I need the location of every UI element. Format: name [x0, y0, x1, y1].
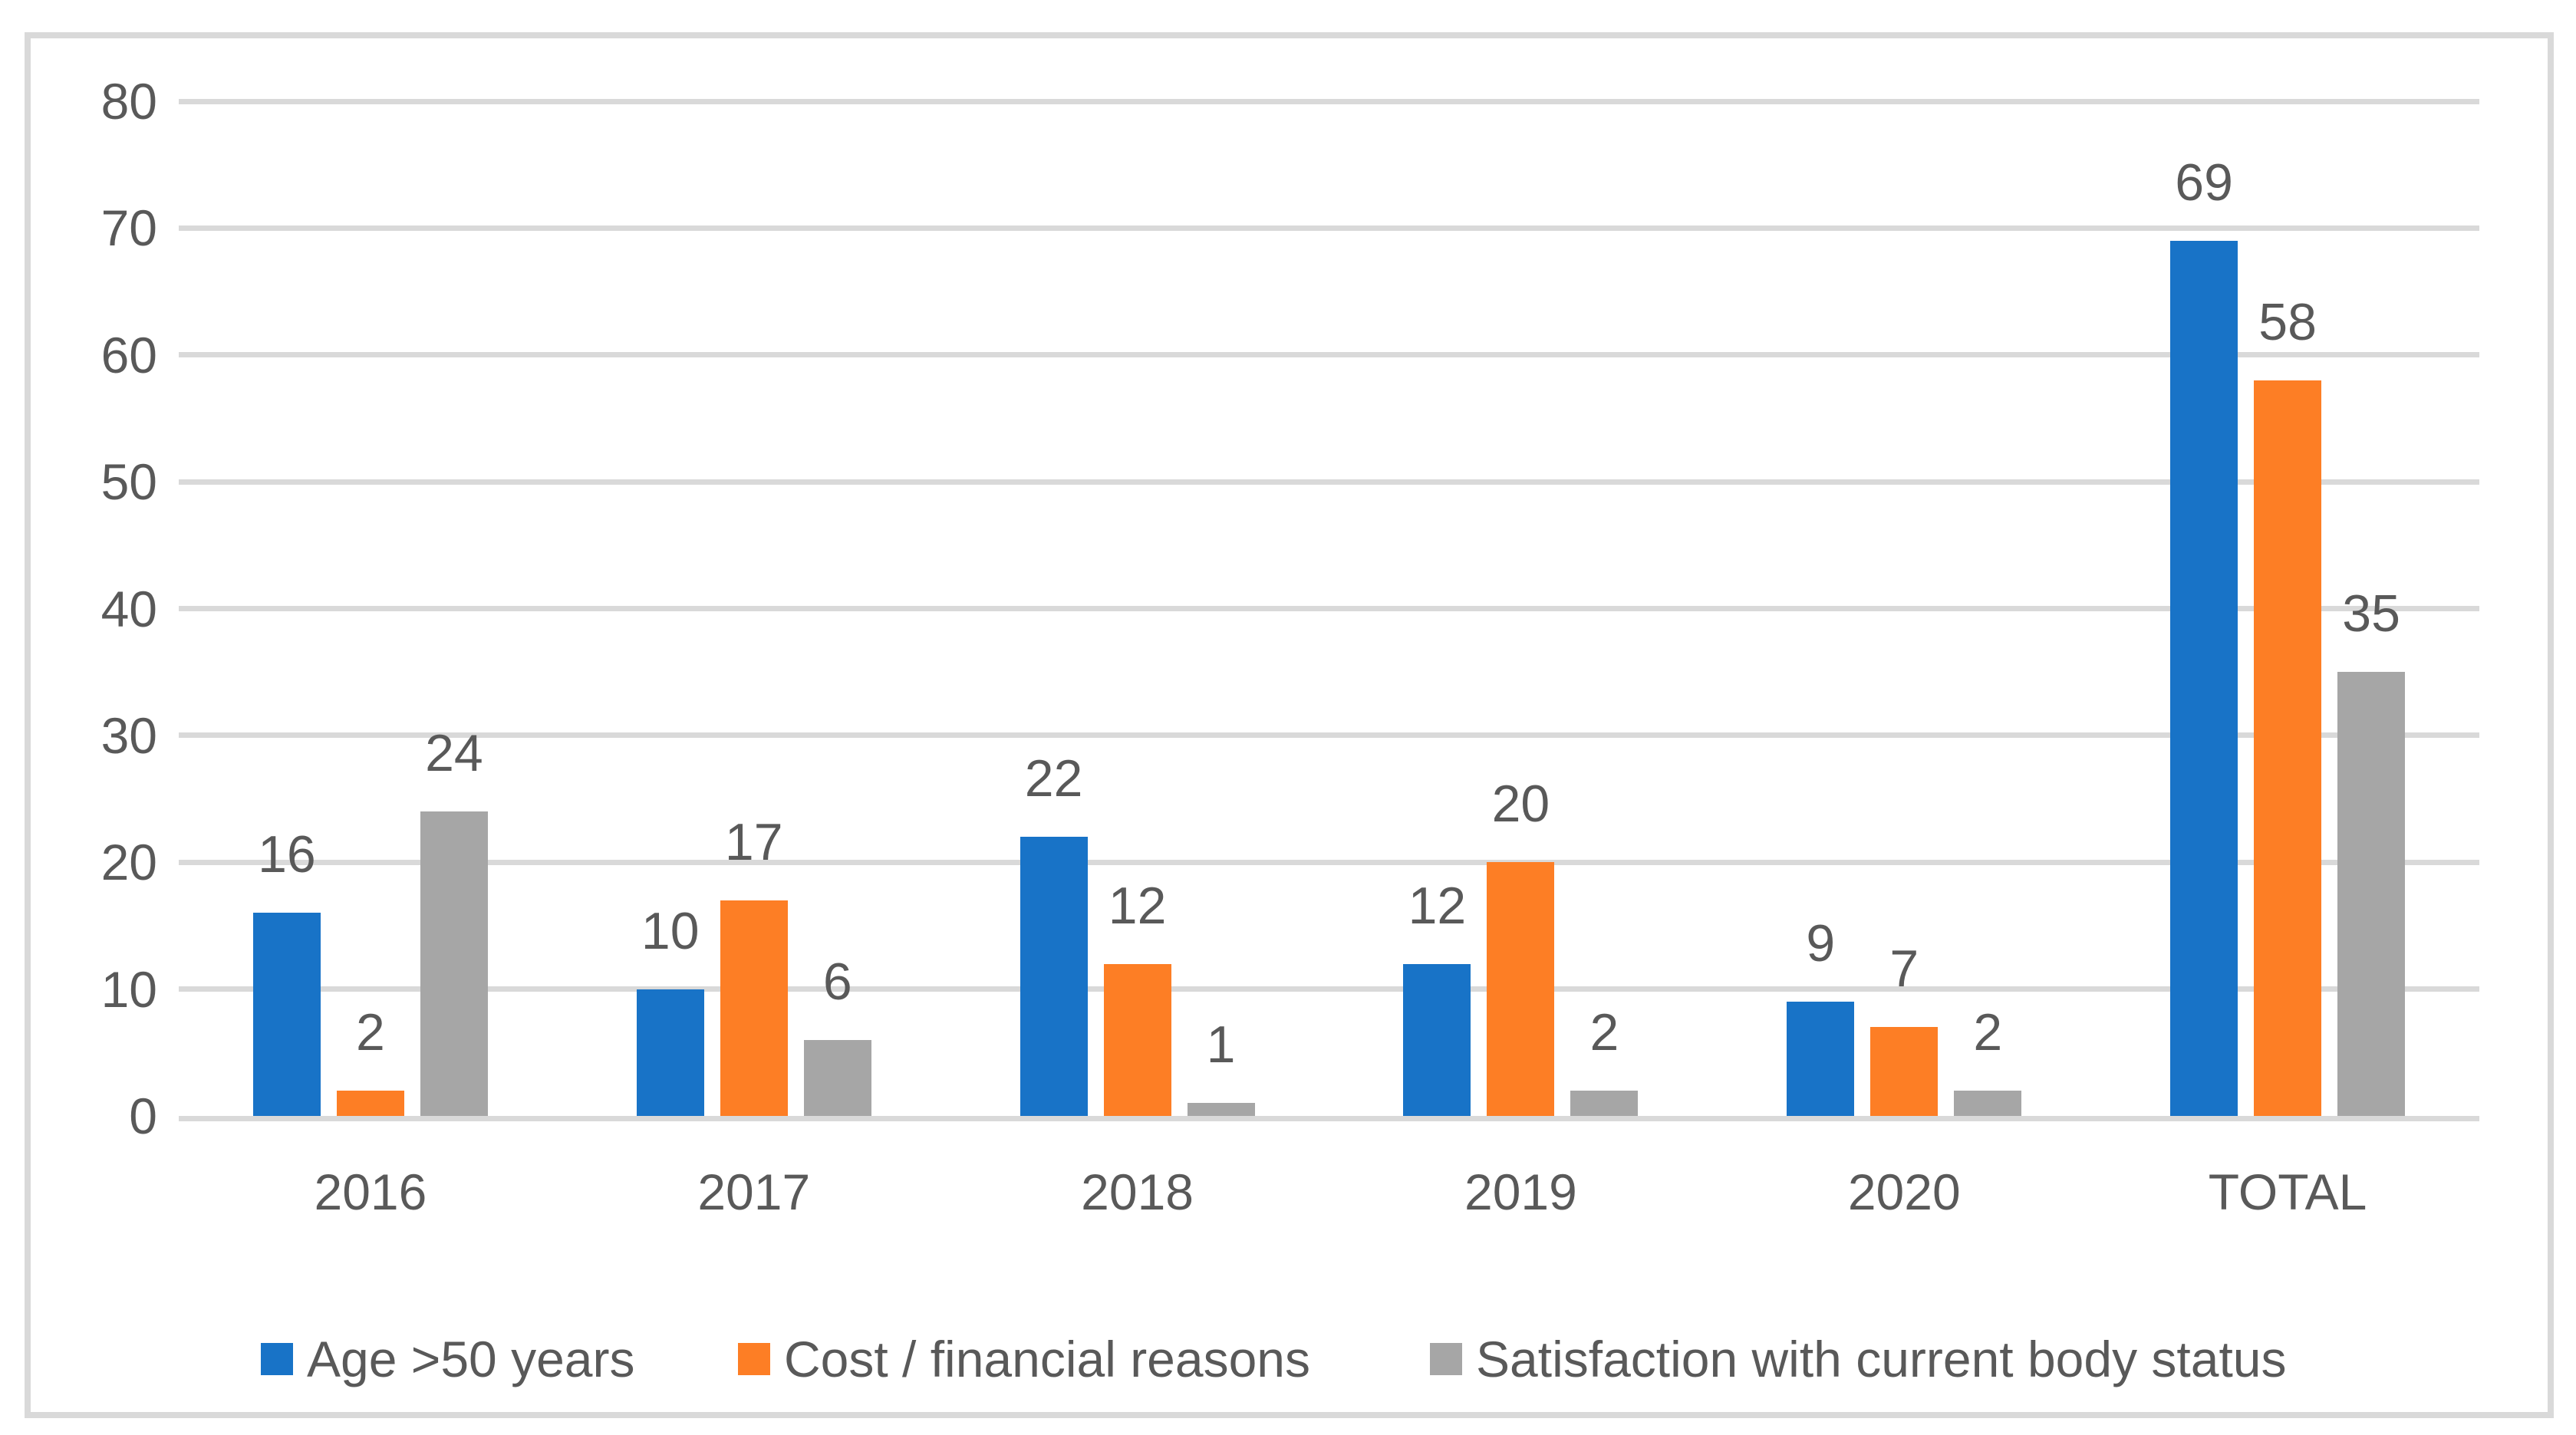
bar-2020-age-50-years — [1787, 1002, 1855, 1116]
gridline-y60 — [179, 352, 2479, 358]
gridline-y80 — [179, 98, 2479, 104]
data-label-2019-cost-financial-reasons: 20 — [1491, 775, 1550, 834]
y-tick-label-10: 10 — [100, 960, 157, 1018]
bar-2019-satisfaction-with-current-body-status — [1570, 1090, 1639, 1116]
data-label-2016-age-50-years: 16 — [258, 825, 316, 884]
data-label-total-satisfaction-with-current-body-status: 35 — [2342, 584, 2400, 643]
bar-total-cost-financial-reasons — [2254, 380, 2322, 1116]
bar-2020-satisfaction-with-current-body-status — [1954, 1090, 2022, 1116]
data-label-2019-satisfaction-with-current-body-status: 2 — [1589, 1002, 1619, 1061]
bar-2018-age-50-years — [1020, 837, 1088, 1116]
plot-area: 16 2 24 10 17 6 22 12 1 12 20 2 9 7 2 69 58 35 — [179, 98, 2479, 1121]
gridline-y30 — [179, 732, 2479, 739]
bar-2020-cost-financial-reasons — [1870, 1027, 1939, 1116]
data-label-2020-satisfaction-with-current-body-status: 2 — [1973, 1002, 2003, 1061]
y-tick-label-0: 0 — [129, 1088, 157, 1144]
gridline-y40 — [179, 606, 2479, 611]
y-tick-label-70: 70 — [100, 199, 157, 257]
y-tick-label-20: 20 — [100, 834, 157, 891]
data-label-2017-age-50-years: 10 — [641, 901, 700, 960]
y-tick-label-80: 80 — [100, 73, 157, 130]
legend: Age >50 years Cost / financial reasons Sat… — [31, 1331, 2548, 1387]
gridline-y20 — [179, 859, 2479, 865]
legend-label: Satisfaction with current body status — [1476, 1331, 2287, 1387]
y-tick-label-50: 50 — [100, 453, 157, 511]
legend-swatch-icon — [261, 1343, 293, 1375]
bar-2016-satisfaction-with-current-body-status — [420, 811, 488, 1116]
bar-2017-age-50-years — [636, 989, 704, 1116]
legend-swatch-icon — [1430, 1343, 1462, 1375]
legend-item-age-50-years: Age >50 years — [261, 1331, 635, 1387]
data-label-2017-cost-financial-reasons: 17 — [724, 812, 783, 871]
legend-item-satisfaction-with-current-body-status: Satisfaction with current body status — [1430, 1331, 2287, 1387]
data-label-total-cost-financial-reasons: 58 — [2258, 292, 2317, 351]
gridline-y70 — [179, 225, 2479, 231]
legend-item-cost-financial-reasons: Cost / financial reasons — [738, 1331, 1311, 1387]
x-category-label-2016: 2016 — [314, 1163, 427, 1220]
bar-2017-cost-financial-reasons — [720, 900, 788, 1116]
x-axis-line — [179, 1116, 2479, 1121]
chart-frame: 16 2 24 10 17 6 22 12 1 12 20 2 9 7 2 69 58 35 0 10 20 30 40 50… — [25, 32, 2554, 1418]
y-tick-label-30: 30 — [100, 706, 157, 764]
bar-total-age-50-years — [2170, 240, 2238, 1116]
data-label-2017-satisfaction-with-current-body-status: 6 — [822, 952, 852, 1011]
data-label-2020-age-50-years: 9 — [1806, 914, 1836, 973]
x-category-label-2017: 2017 — [697, 1163, 811, 1220]
legend-label: Age >50 years — [307, 1331, 635, 1387]
data-label-2016-cost-financial-reasons: 2 — [355, 1002, 385, 1061]
bar-2017-satisfaction-with-current-body-status — [803, 1039, 871, 1116]
gridline-y10 — [179, 986, 2479, 992]
data-label-total-age-50-years: 69 — [2175, 153, 2233, 212]
data-label-2016-satisfaction-with-current-body-status: 24 — [425, 724, 483, 783]
gridline-y50 — [179, 479, 2479, 485]
x-category-label-2018: 2018 — [1081, 1163, 1194, 1220]
legend-label: Cost / financial reasons — [784, 1331, 1311, 1387]
data-label-2018-age-50-years: 22 — [1024, 749, 1083, 808]
bar-2019-cost-financial-reasons — [1487, 862, 1555, 1116]
y-tick-label-40: 40 — [100, 580, 157, 637]
data-label-2018-satisfaction-with-current-body-status: 1 — [1206, 1015, 1236, 1075]
bar-2018-cost-financial-reasons — [1103, 963, 1171, 1116]
legend-swatch-icon — [738, 1343, 770, 1375]
bar-2019-age-50-years — [1403, 963, 1471, 1116]
x-category-label-total: TOTAL — [2208, 1163, 2367, 1220]
y-tick-label-60: 60 — [100, 326, 157, 383]
bar-2018-satisfaction-with-current-body-status — [1187, 1103, 1255, 1116]
data-label-2019-age-50-years: 12 — [1408, 876, 1467, 935]
bar-2016-cost-financial-reasons — [336, 1090, 404, 1116]
data-label-2020-cost-financial-reasons: 7 — [1889, 940, 1919, 999]
bar-2016-age-50-years — [252, 913, 321, 1116]
x-category-label-2019: 2019 — [1464, 1163, 1577, 1220]
data-label-2018-cost-financial-reasons: 12 — [1108, 876, 1167, 935]
x-category-label-2020: 2020 — [1847, 1163, 1961, 1220]
bar-total-satisfaction-with-current-body-status — [2337, 672, 2406, 1116]
